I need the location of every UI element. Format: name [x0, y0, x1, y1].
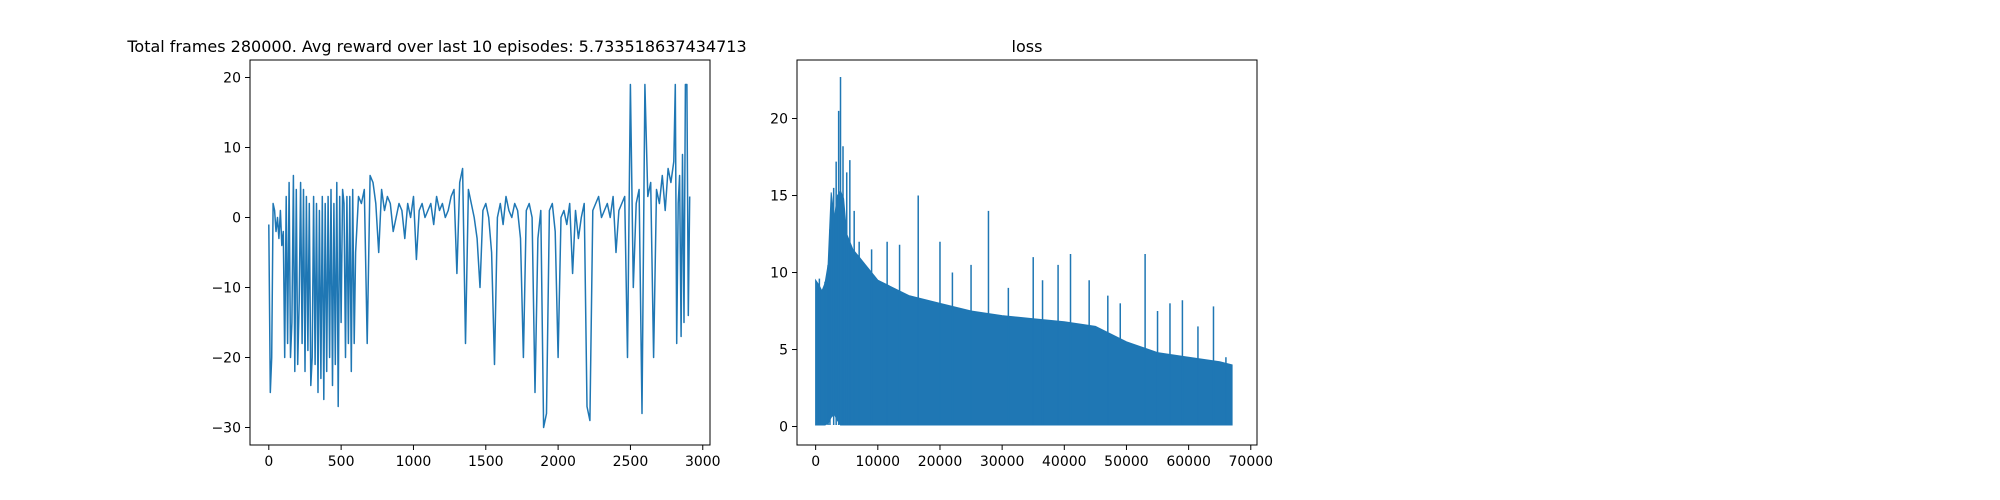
loss-x-tick-label: 40000: [1042, 454, 1087, 470]
reward-y-ticks: −30 −20 −10 0 10 20: [211, 71, 250, 437]
reward-x-tick-label: 3000: [685, 454, 721, 470]
reward-x-tick-label: 2500: [613, 454, 649, 470]
reward-y-tick-label: −30: [211, 421, 241, 437]
reward-y-tick-label: 0: [232, 211, 241, 227]
reward-y-tick-label: 20: [223, 71, 241, 87]
loss-series-spikes: [818, 76, 1227, 425]
reward-plot-title: Total frames 280000. Avg reward over las…: [126, 37, 746, 56]
reward-y-tick-label: −20: [211, 351, 241, 367]
reward-x-ticks: 0 500 1000 1500 2000 2500 3000: [264, 445, 721, 470]
loss-x-tick-label: 70000: [1229, 454, 1274, 470]
loss-plot: loss 0 10000 20000 30000 40000 50000 60000 7000…: [770, 37, 1273, 470]
loss-x-tick-label: 30000: [980, 454, 1025, 470]
loss-x-tick-label: 60000: [1166, 454, 1211, 470]
loss-y-tick-label: 15: [770, 189, 788, 205]
loss-y-tick-label: 0: [779, 420, 788, 436]
loss-x-ticks: 0 10000 20000 30000 40000 50000 60000 70000: [811, 445, 1273, 470]
loss-x-tick-label: 20000: [918, 454, 963, 470]
loss-x-tick-label: 0: [811, 454, 820, 470]
loss-y-tick-label: 10: [770, 266, 788, 282]
reward-y-tick-label: 10: [223, 141, 241, 157]
reward-x-tick-label: 2000: [540, 454, 576, 470]
reward-x-tick-label: 0: [264, 454, 273, 470]
reward-plot: Total frames 280000. Avg reward over las…: [126, 37, 746, 470]
loss-y-tick-label: 20: [770, 112, 788, 128]
reward-y-tick-label: −10: [211, 281, 241, 297]
reward-x-tick-label: 1000: [396, 454, 432, 470]
reward-series-line: [268, 83, 691, 429]
reward-x-tick-label: 1500: [468, 454, 504, 470]
loss-x-tick-label: 10000: [856, 454, 901, 470]
reward-plot-frame: [249, 59, 711, 446]
loss-plot-title: loss: [1012, 37, 1043, 56]
loss-plot-frame: [796, 59, 1258, 446]
loss-x-tick-label: 50000: [1104, 454, 1149, 470]
reward-x-tick-label: 500: [328, 454, 355, 470]
loss-y-tick-label: 5: [779, 343, 788, 359]
loss-y-ticks: 0 5 10 15 20: [770, 112, 797, 436]
